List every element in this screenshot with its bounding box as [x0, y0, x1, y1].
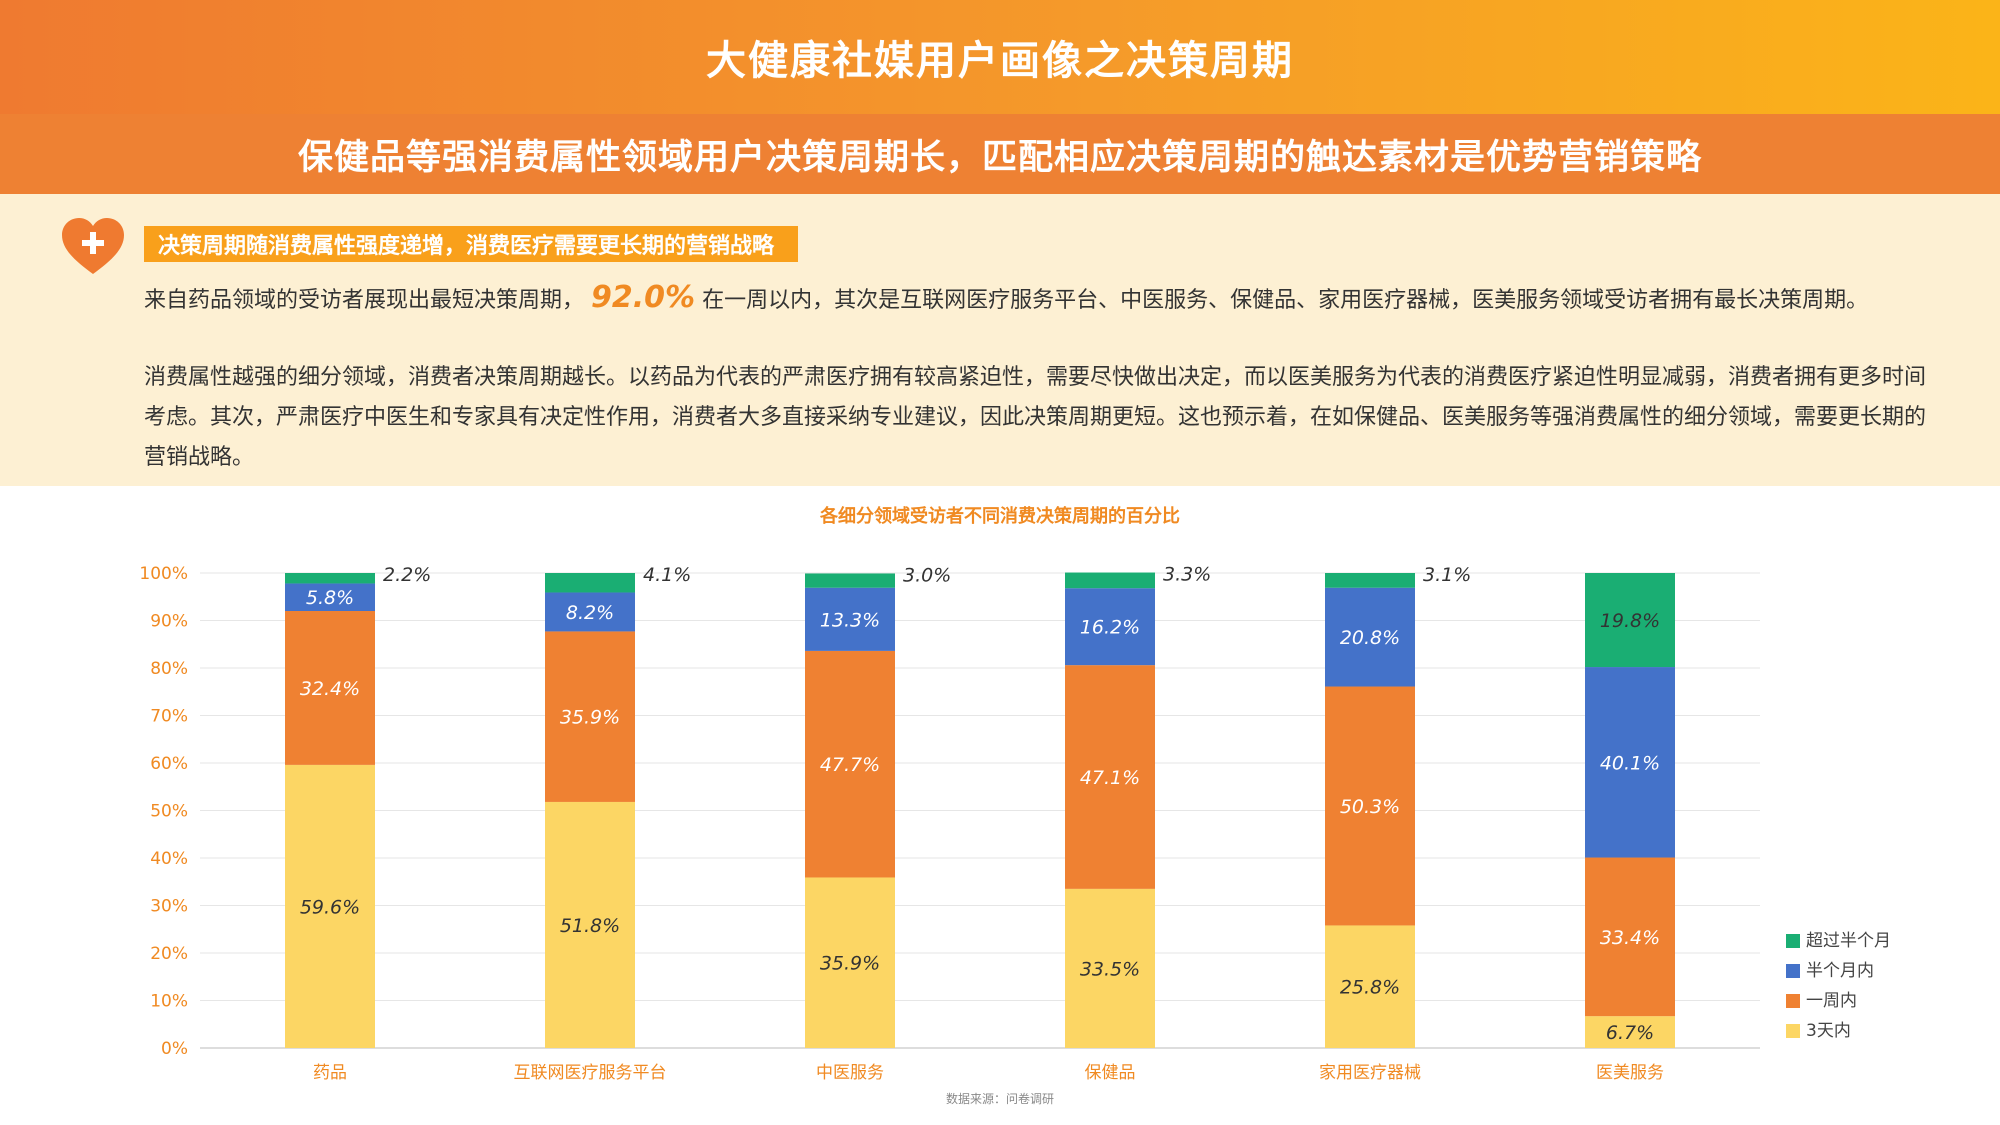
bar-segment [805, 573, 895, 588]
bar-segment [1325, 686, 1415, 926]
x-tick-label: 药品 [313, 1063, 347, 1083]
legend-swatch [1786, 1024, 1800, 1038]
bar-segment [1325, 587, 1415, 687]
data-label: 8.2% [566, 602, 614, 624]
legend-label: 3天内 [1806, 1021, 1851, 1041]
y-tick-label: 40% [150, 849, 188, 869]
data-label: 33.5% [1080, 958, 1140, 980]
data-label: 3.3% [1163, 564, 1211, 586]
bar-segment [285, 611, 375, 765]
highlight-percentage: 92.0% [591, 280, 696, 315]
bar-segment [1585, 667, 1675, 858]
bar-segment [1585, 1016, 1675, 1048]
page-subtitle: 保健品等强消费属性领域用户决策周期长，匹配相应决策周期的触达素材是优势营销策略 [297, 137, 1702, 178]
data-label: 3.1% [1423, 564, 1471, 586]
data-label: 19.8% [1600, 610, 1660, 632]
data-label: 50.3% [1340, 796, 1400, 818]
bar-segment [545, 573, 635, 593]
data-label: 16.2% [1080, 617, 1140, 639]
bar-segment [545, 801, 635, 1048]
y-tick-label: 80% [150, 659, 188, 679]
data-label: 25.8% [1340, 977, 1400, 999]
bar-segment [805, 650, 895, 878]
x-tick-label: 医美服务 [1596, 1063, 1664, 1083]
y-tick-label: 10% [150, 992, 188, 1012]
y-tick-label: 70% [150, 707, 188, 727]
data-label: 3.0% [903, 564, 951, 586]
bar-segment [1325, 573, 1415, 588]
x-tick-label: 互联网医疗服务平台 [514, 1063, 667, 1083]
bar-segment [1065, 665, 1155, 889]
data-label: 6.7% [1606, 1022, 1654, 1044]
section-tag: 决策周期随消费属性强度递增，消费医疗需要更长期的营销战略 [144, 226, 799, 262]
bar-segment [1325, 925, 1415, 1048]
y-tick-label: 0% [161, 1039, 188, 1059]
legend-swatch [1786, 964, 1800, 978]
stacked-bar-chart: 各细分领域受访者不同消费决策周期的百分比 0% 10% 20% 30% 40% 50% 60… [139, 505, 1891, 1083]
data-label: 4.1% [643, 564, 691, 586]
legend-label: 一周内 [1806, 991, 1857, 1011]
chart-title: 各细分领域受访者不同消费决策周期的百分比 [819, 505, 1180, 527]
data-source: 数据来源：问卷调研 [945, 1092, 1054, 1106]
intro-p1-before: 来自药品领域的受访者展现出最短决策周期， [144, 288, 585, 313]
bar-segment [285, 764, 375, 1048]
data-label: 40.1% [1600, 752, 1660, 774]
data-label: 13.3% [820, 609, 880, 631]
bar-segment [1585, 573, 1675, 668]
title-banner: 大健康社媒用户画像之决策周期 [0, 0, 2000, 114]
y-tick-label: 30% [150, 897, 188, 917]
bar-segment [805, 877, 895, 1048]
data-label: 20.8% [1340, 627, 1400, 649]
bar-segment [285, 583, 375, 611]
bar-segment [1065, 588, 1155, 666]
data-label: 51.8% [560, 915, 620, 937]
bar-segment [285, 573, 375, 584]
bar-segment [1065, 572, 1155, 589]
bar-segment [1585, 857, 1675, 1017]
legend-swatch [1786, 994, 1800, 1008]
data-label: 59.6% [300, 896, 360, 918]
y-tick-label: 60% [150, 754, 188, 774]
legend-swatch [1786, 934, 1800, 948]
data-label: 35.9% [820, 953, 880, 975]
data-label: 47.7% [820, 754, 880, 776]
heart-plus-icon [62, 218, 124, 274]
x-tick-label: 中医服务 [816, 1063, 884, 1083]
bar-segment [1065, 888, 1155, 1048]
bar-segment [545, 592, 635, 632]
page-title: 大健康社媒用户画像之决策周期 [706, 38, 1294, 84]
intro-p1-after: 在一周以内，其次是互联网医疗服务平台、中医服务、保健品、家用医疗器械，医美服务领… [702, 288, 1869, 313]
y-tick-label: 90% [150, 612, 188, 632]
bar-segment [545, 631, 635, 802]
data-label: 33.4% [1600, 927, 1660, 949]
y-tick-label: 100% [139, 564, 188, 584]
y-tick-label: 20% [150, 944, 188, 964]
legend-label: 半个月内 [1806, 961, 1874, 981]
intro-paragraph-1: 来自药品领域的受访者展现出最短决策周期， 92.0% 在一周以内，其次是互联网医… [144, 278, 1944, 321]
bar-segment [805, 587, 895, 651]
subtitle-banner: 保健品等强消费属性领域用户决策周期长，匹配相应决策周期的触达素材是优势营销策略 [0, 114, 2000, 194]
data-label: 47.1% [1080, 767, 1140, 789]
data-label: 32.4% [300, 678, 360, 700]
x-tick-label: 保健品 [1085, 1063, 1136, 1083]
data-label: 5.8% [306, 587, 354, 609]
y-tick-label: 50% [150, 802, 188, 822]
data-label: 35.9% [560, 707, 620, 729]
x-tick-label: 家用医疗器械 [1319, 1063, 1421, 1083]
data-label: 2.2% [383, 564, 431, 586]
intro-paragraph-2: 消费属性越强的细分领域，消费者决策周期越长。以药品为代表的严肃医疗拥有较高紧迫性… [144, 365, 1927, 470]
legend-label: 超过半个月 [1806, 931, 1891, 951]
